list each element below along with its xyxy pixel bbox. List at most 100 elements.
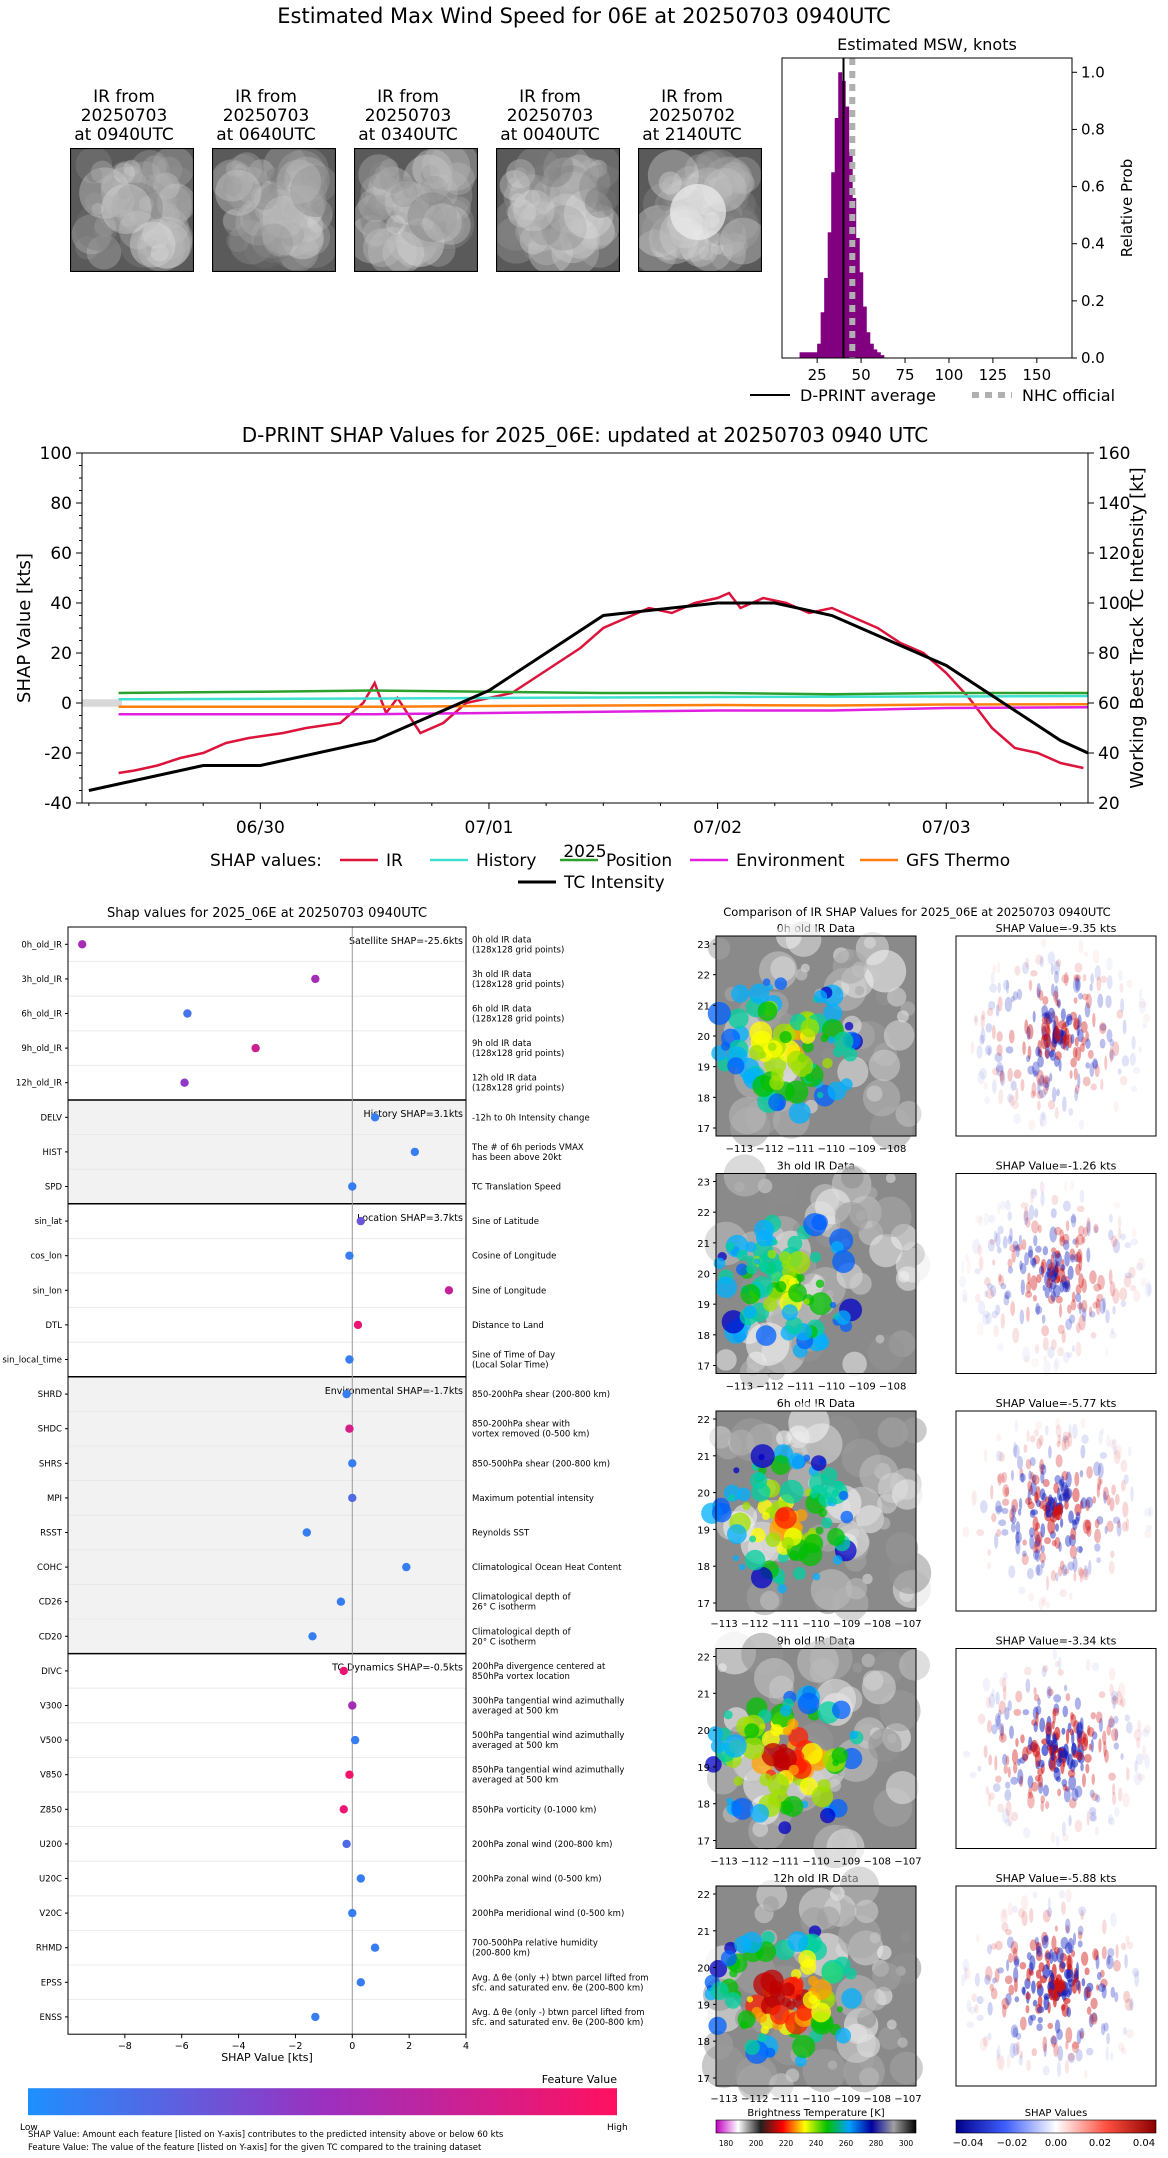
shap-pixel (1048, 1295, 1056, 1304)
shap-pixel (998, 1709, 1002, 1718)
ir-cloud-blob (559, 175, 600, 215)
feature-name: V850 (40, 1771, 62, 1781)
shap-feature-chart: Shap values for 2025_06E at 20250703 094… (2, 906, 648, 2133)
ir-cloud-blob (407, 192, 457, 242)
ir-convection-blob (728, 1494, 735, 1501)
shap-pixel (977, 1071, 985, 1085)
shap-pixel (1023, 1210, 1029, 1226)
ir-cloud-blob (153, 185, 172, 204)
shap-pixel (1032, 1706, 1039, 1720)
shap-pixel (1108, 1560, 1115, 1575)
shap-pixel (1039, 1074, 1045, 1087)
shap-pixel (1050, 1570, 1056, 1582)
histogram-bar (855, 238, 860, 358)
ir-cloud-blob (278, 231, 319, 272)
shap-pixel (987, 1791, 991, 1807)
shap-pixel (1034, 1491, 1038, 1504)
shap-pixel (1118, 970, 1123, 982)
ir-cloud-blob (360, 174, 397, 211)
shap-pixel (1026, 1430, 1030, 1443)
feature-description: Climatological Ocean Heat Content (472, 1563, 622, 1573)
shap-pixel (1114, 1728, 1119, 1741)
legend-prefix: SHAP values: (210, 851, 322, 871)
shap-pixel (1018, 2054, 1023, 2066)
y-tick-label: 60 (50, 544, 72, 564)
ir-cloud-blob (549, 171, 598, 220)
shap-pixel (1004, 1707, 1010, 1721)
shap-pixel (974, 1293, 981, 1303)
shap-pixel (1135, 1262, 1143, 1272)
shap-pixel (1022, 1746, 1029, 1762)
y-tick-label: 20 (50, 644, 72, 664)
shap-pixel (1077, 1028, 1084, 1043)
shap-pixel (1110, 1912, 1117, 1928)
ir-cloud-blob (360, 199, 403, 242)
shap-pixel (1025, 2005, 1030, 2014)
shap-pixel (963, 1966, 968, 1982)
shap-pixel (989, 1983, 995, 1992)
shap-pixel (1019, 1260, 1023, 1271)
shap-pixel (1079, 2027, 1085, 2040)
shap-pixel (1067, 1265, 1074, 1280)
series-line-tc-intensity (88, 601, 1089, 792)
shap-pixel (1048, 1282, 1053, 1293)
shap-pixel (1050, 1253, 1055, 1268)
shap-pixel (997, 982, 1001, 994)
x-tick-labels: −113 −112 −111 −110 −109 −108 (726, 1144, 907, 1155)
ir-cloud-blob (560, 154, 600, 194)
ir-cloud-blob (296, 228, 318, 249)
shap-pixel (1050, 1208, 1057, 1219)
shap-pixel (1014, 1977, 1018, 1993)
shap-pixel (1091, 1792, 1099, 1802)
shap-pixel (980, 1500, 988, 1514)
shap-pixel (1038, 1265, 1044, 1276)
shap-pixel (997, 1474, 1002, 1486)
ir-convection-blob (721, 1310, 745, 1334)
y-tick-label: 20 (697, 1270, 710, 1281)
shap-pixel (1075, 1341, 1082, 1357)
shap-pixel (1140, 1278, 1148, 1288)
shap-pixel (1039, 1717, 1046, 1733)
shap-pixel (1039, 956, 1044, 968)
shap-pixel (972, 1238, 981, 1254)
shap-pixel (1062, 1096, 1067, 1112)
ir-cloud-blob (498, 216, 528, 245)
ir-cloud-blob (372, 166, 414, 208)
ir-convection-blob (742, 1071, 755, 1084)
shap-pixel (1042, 1075, 1050, 1084)
shap-point (308, 1632, 317, 1641)
shap-pixel (1083, 1226, 1089, 1237)
shap-pixel (1120, 1300, 1127, 1308)
ir-cloud-blob (212, 159, 254, 202)
shap-pixel (1131, 1227, 1137, 1239)
shap-point (348, 1701, 357, 1710)
shap-pixel (1016, 988, 1023, 1000)
y-tick-label: 17 (697, 1599, 710, 1610)
ir-cloud-blob (253, 182, 288, 217)
shap-pixel (1015, 1531, 1022, 1544)
ir-panel-frame (715, 1410, 917, 1612)
ir-cloud-blob (366, 191, 399, 225)
shap-pixel (1013, 1444, 1020, 1459)
shap-panel-frame (955, 1173, 1157, 1374)
shap-pixel (1126, 1767, 1130, 1782)
histogram-bar (866, 332, 871, 358)
ir-cloud-blob (400, 214, 415, 229)
ir-cloud-blob (579, 164, 620, 211)
shap-pixel (1001, 1529, 1009, 1536)
shap-pixel (995, 1304, 1001, 1316)
ir-cloud-blob (421, 164, 440, 184)
ir-cloud-blob (560, 193, 605, 238)
ir-cloud-blob (875, 1334, 885, 1344)
shap-point (251, 1043, 260, 1053)
ir-cloud-blob (223, 208, 252, 237)
shap-pixel (1008, 1029, 1015, 1044)
feature-description: Avg. Δ θe (only -) btwn parcel lifted fr… (472, 2008, 645, 2018)
shap-pixel (1084, 1753, 1092, 1763)
feature-description: averaged at 500 km (472, 1741, 558, 1751)
ir-cloud-blob (403, 154, 453, 204)
shap-point (345, 1424, 354, 1433)
shap-pixel (1094, 1064, 1100, 1077)
shap-pixel (1012, 1327, 1020, 1344)
ir-convection-blob (757, 2033, 767, 2043)
